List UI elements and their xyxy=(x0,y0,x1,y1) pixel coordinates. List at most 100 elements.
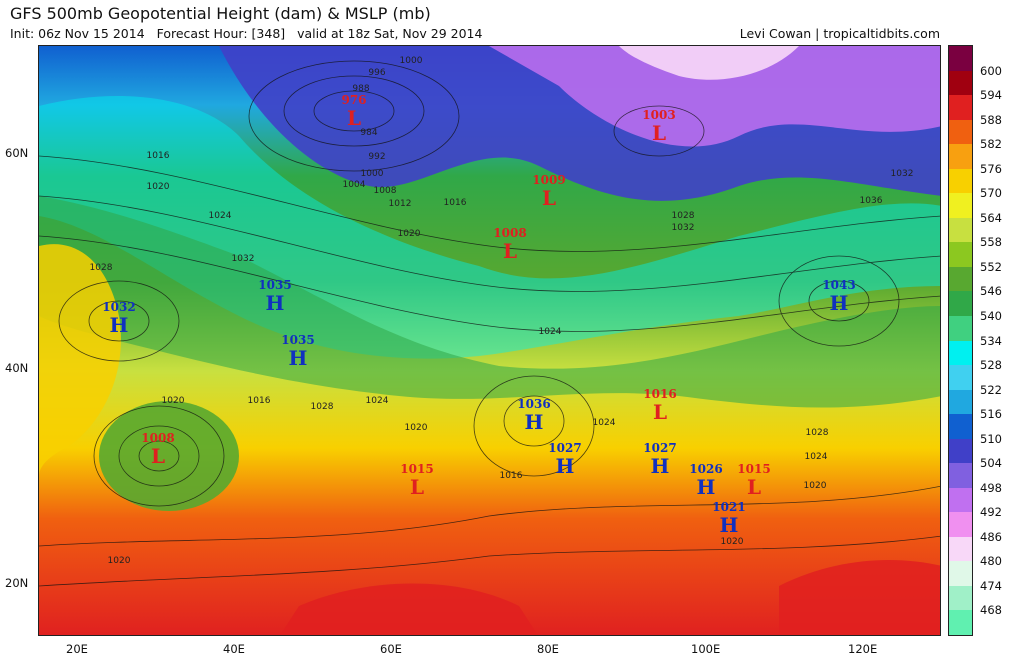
colorbar-swatch xyxy=(949,585,972,611)
isobar-label: 1024 xyxy=(538,327,562,337)
isobar-label: 1000 xyxy=(360,169,384,179)
isobar-label: 1020 xyxy=(404,423,428,433)
colorbar-swatch xyxy=(949,95,972,121)
colorbar-swatch xyxy=(949,389,972,415)
pressure-center-high: 1032 H xyxy=(102,300,136,337)
colorbar-swatch xyxy=(949,340,972,366)
map-subtitle: Init: 06z Nov 15 2014 Forecast Hour: [34… xyxy=(10,26,482,41)
valid-time: valid at 18z Sat, Nov 29 2014 xyxy=(297,26,483,41)
colorbar-level-label: 570 xyxy=(980,186,1002,201)
colorbar-swatch xyxy=(949,512,972,538)
pressure-center-low: 1009 L xyxy=(532,173,566,210)
colorbar-level-label: 510 xyxy=(980,431,1002,446)
colorbar-level-label: 522 xyxy=(980,382,1002,397)
colorbar-level-label: 492 xyxy=(980,505,1002,520)
pressure-center-high: 1036 H xyxy=(517,397,551,434)
lat-label: 20N xyxy=(5,576,29,590)
isobar-label: 1032 xyxy=(231,254,255,264)
pressure-center-low: 1008 L xyxy=(141,431,175,468)
isobar-label: 1020 xyxy=(803,481,827,491)
isobar-label: 1000 xyxy=(399,56,423,66)
colorbar-level-label: 552 xyxy=(980,259,1002,274)
isobar-label: 1024 xyxy=(365,396,389,406)
trough-purple xyxy=(489,46,940,147)
colorbar-swatch xyxy=(949,315,972,341)
isobar-label: 1020 xyxy=(397,229,421,239)
colorbar-swatch xyxy=(949,487,972,513)
colorbar-level-label: 594 xyxy=(980,88,1002,103)
south-red-1 xyxy=(280,583,538,635)
lat-label: 60N xyxy=(5,146,29,160)
colorbar-level-label: 486 xyxy=(980,529,1002,544)
colorbar-level-label: 558 xyxy=(980,235,1002,250)
pressure-center-low: 1008 L xyxy=(493,226,527,263)
pressure-center-high: 1026 H xyxy=(689,462,723,499)
isobar-label: 1004 xyxy=(342,180,366,190)
colorbar-level-label: 564 xyxy=(980,210,1002,225)
isobar-label: 1028 xyxy=(310,402,334,412)
forecast-hour: Forecast Hour: [348] xyxy=(156,26,286,41)
pressure-center-high: 1035 H xyxy=(258,278,292,315)
isobar-label: 1020 xyxy=(720,537,744,547)
pressure-center-high: 1027 H xyxy=(548,441,582,478)
isobars xyxy=(39,60,940,587)
colorbar-swatch xyxy=(949,610,972,636)
map-canvas xyxy=(39,46,940,635)
lon-label: 120E xyxy=(848,642,878,656)
isobar-label: 1032 xyxy=(890,169,914,179)
isobar-label: 1028 xyxy=(671,211,695,221)
pressure-center-high: 1035 H xyxy=(281,333,315,370)
colorbar-level-label: 516 xyxy=(980,407,1002,422)
lon-label: 60E xyxy=(380,642,402,656)
isobar-label: 1032 xyxy=(671,223,695,233)
trough-pink xyxy=(619,46,799,80)
lat-label: 40N xyxy=(5,361,29,375)
colorbar-level-label: 468 xyxy=(980,603,1002,618)
credit-text: Levi Cowan | tropicaltidbits.com xyxy=(739,26,940,41)
isobar-label: 1028 xyxy=(89,263,113,273)
ridge-west xyxy=(39,244,121,476)
colorbar-level-label: 600 xyxy=(980,63,1002,78)
init-time: Init: 06z Nov 15 2014 xyxy=(10,26,145,41)
isobar-label: 1036 xyxy=(859,196,883,206)
colorbar-swatch xyxy=(949,217,972,243)
colorbar-swatch xyxy=(949,119,972,145)
colorbar-swatch xyxy=(949,463,972,489)
isobar-label: 1016 xyxy=(443,198,467,208)
band-green xyxy=(39,196,940,408)
isobar-label: 1028 xyxy=(805,428,829,438)
colorbar-level-label: 588 xyxy=(980,112,1002,127)
isobar-label: 1024 xyxy=(208,211,232,221)
colorbar-level-label: 576 xyxy=(980,161,1002,176)
colorbar-swatch xyxy=(949,365,972,391)
colorbar-swatch xyxy=(949,291,972,317)
colorbar-swatch xyxy=(949,438,972,464)
pressure-center-low: 1015 L xyxy=(400,462,434,499)
colorbar-level-label: 534 xyxy=(980,333,1002,348)
colorbar-level-label: 504 xyxy=(980,456,1002,471)
isobar-label: 996 xyxy=(368,68,386,78)
pressure-center-low: 1016 L xyxy=(643,387,677,424)
isobar-label: 1024 xyxy=(804,452,828,462)
pressure-center-low: 1003 L xyxy=(642,108,676,145)
colorbar-level-label: 480 xyxy=(980,554,1002,569)
lon-label: 80E xyxy=(537,642,559,656)
colorbar-swatch xyxy=(949,70,972,96)
colorbar-level-label: 528 xyxy=(980,358,1002,373)
colorbar-swatch xyxy=(949,193,972,219)
pressure-center-low: 1015 L xyxy=(737,462,771,499)
colorbar-swatch xyxy=(949,46,972,72)
lon-label: 100E xyxy=(691,642,721,656)
isobar-label: 1020 xyxy=(107,556,131,566)
map-title: GFS 500mb Geopotential Height (dam) & MS… xyxy=(10,4,431,23)
pressure-center-high: 1043 H xyxy=(822,278,856,315)
isobar-label: 1024 xyxy=(592,418,616,428)
colorbar-level-label: 540 xyxy=(980,308,1002,323)
colorbar-level-label: 546 xyxy=(980,284,1002,299)
colorbar-level-label: 474 xyxy=(980,578,1002,593)
isobar-label: 1016 xyxy=(247,396,271,406)
cutoff-low-field xyxy=(99,401,239,511)
colorbar-swatch xyxy=(949,266,972,292)
south-red-2 xyxy=(779,560,940,635)
isobar-label: 1012 xyxy=(388,199,412,209)
